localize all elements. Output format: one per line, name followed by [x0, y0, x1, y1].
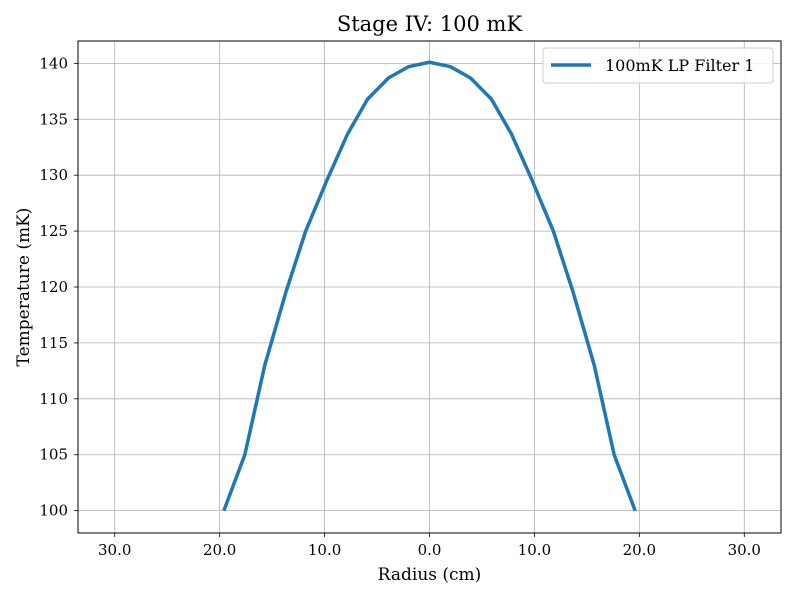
legend: 100mK LP Filter 1 — [542, 47, 774, 84]
y-tick-label: 135 — [39, 110, 68, 128]
x-tick-label: 30.0 — [728, 541, 761, 559]
x-tick-label: 20.0 — [203, 541, 236, 559]
y-tick-label: 115 — [39, 334, 68, 352]
x-tick-label: 30.0 — [98, 541, 131, 559]
x-tick-label: 10.0 — [308, 541, 341, 559]
chart-title: Stage IV: 100 mK — [337, 12, 523, 36]
legend-box — [542, 47, 774, 84]
y-tick-label: 140 — [39, 54, 68, 72]
y-tick-label: 105 — [39, 446, 68, 464]
x-tick-label: 20.0 — [623, 541, 656, 559]
y-tick-label: 130 — [39, 166, 68, 184]
y-tick-label: 125 — [39, 222, 68, 240]
grid — [78, 41, 781, 533]
y-axis-label: Temperature (mK) — [14, 208, 34, 367]
x-tick-label: 0.0 — [418, 541, 442, 559]
series-line — [222, 60, 637, 512]
legend-label: 100mK LP Filter 1 — [605, 56, 754, 75]
y-tick-label: 110 — [39, 390, 68, 408]
x-tick-label: 10.0 — [518, 541, 551, 559]
y-tick-label: 100 — [39, 502, 68, 520]
ticks: 30.0 20.0 10.0 0.0 10.0 20.0 30.0 100 105 110 115 1… — [39, 54, 761, 559]
x-axis-label: Radius (cm) — [378, 565, 482, 585]
series-layer — [222, 60, 637, 512]
y-tick-label: 120 — [39, 278, 68, 296]
